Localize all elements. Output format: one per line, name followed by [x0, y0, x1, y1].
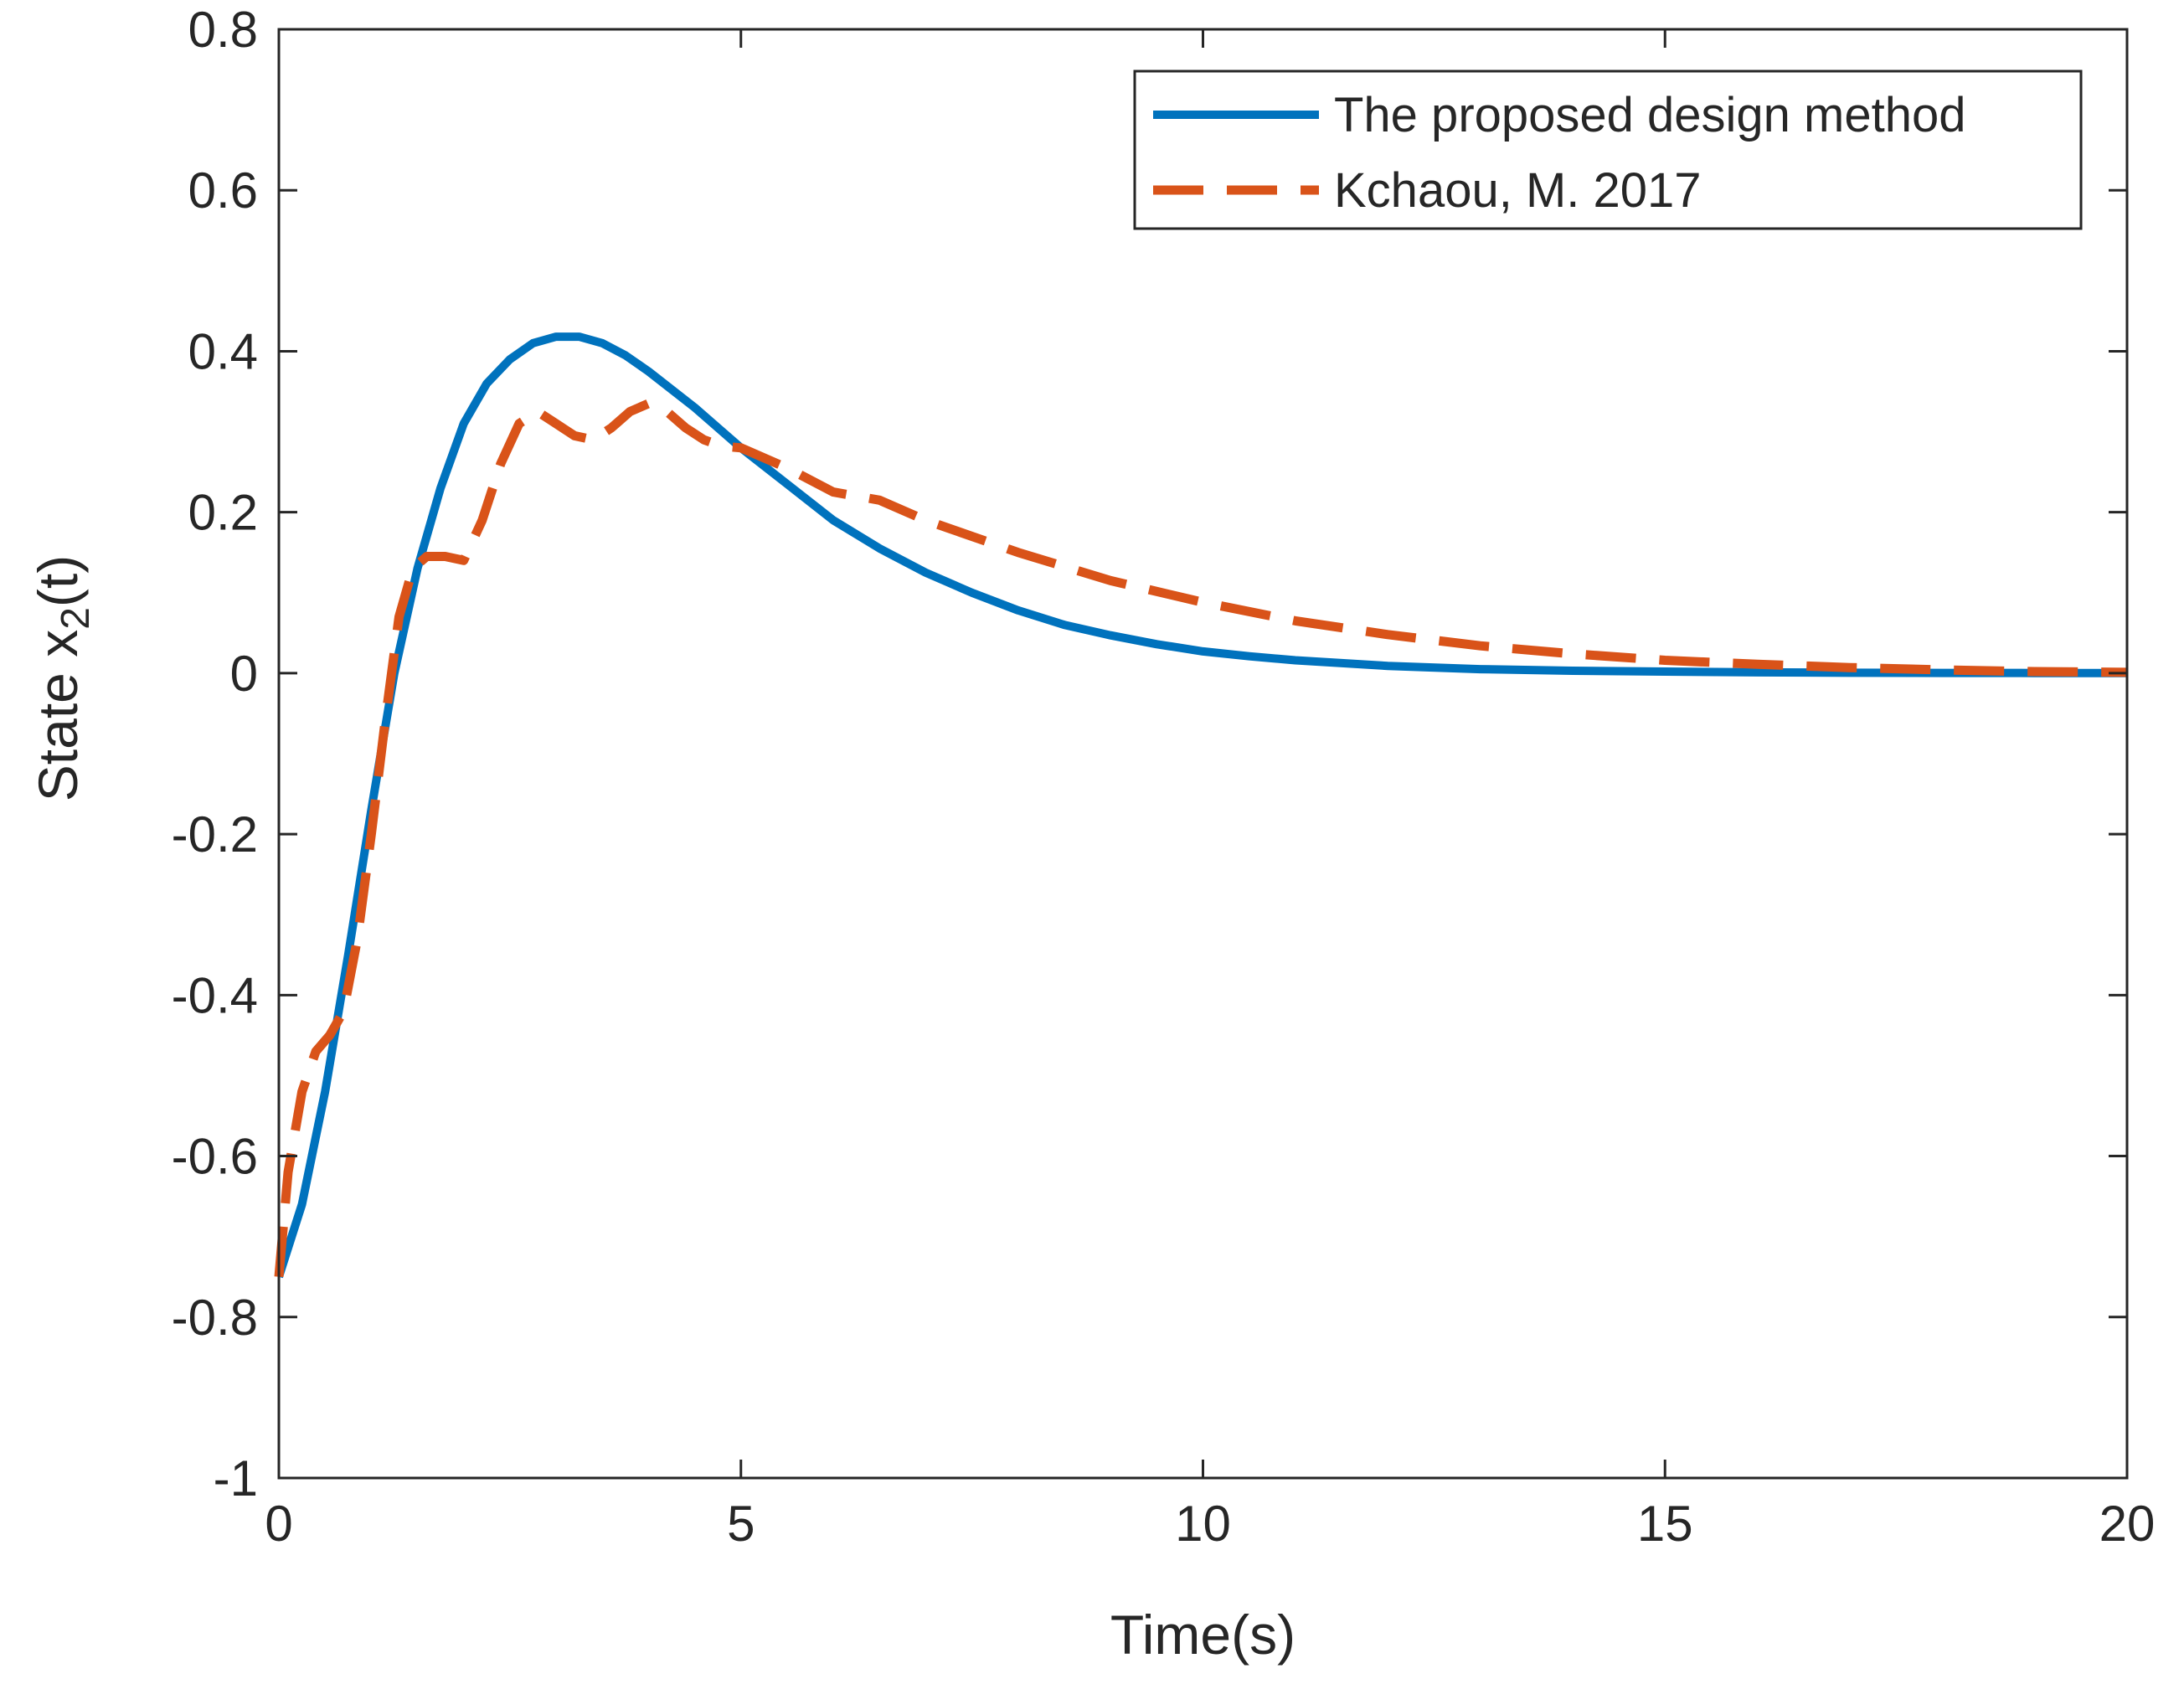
- plot-series-group: [274, 332, 2128, 1279]
- y-axis-label: State x2(t): [27, 555, 98, 801]
- y-tick-label: 0: [230, 646, 258, 702]
- y-tick-label: -0.6: [172, 1129, 258, 1185]
- y-tick-label: -0.2: [172, 806, 258, 863]
- y-axis-label-suffix: (t): [27, 555, 89, 607]
- legend-box: [1133, 70, 2083, 230]
- y-tick-label: -1: [214, 1450, 258, 1506]
- x-axis-label: Time(s): [1110, 1604, 1295, 1666]
- y-tick-label: 0.6: [188, 162, 258, 219]
- x-tick-label: 15: [1637, 1496, 1693, 1552]
- legend-label-kchaou: Kchaou, M. 2017: [1334, 163, 1702, 218]
- x-tick-label: 0: [265, 1496, 292, 1552]
- y-tick-label: -0.8: [172, 1290, 258, 1346]
- x-tick-label: 20: [2099, 1496, 2156, 1552]
- y-tick-label: 0.2: [188, 485, 258, 541]
- series-line-kchaou: [274, 399, 2128, 1278]
- y-axis-label-main: State x: [27, 630, 89, 801]
- tick-group: [277, 28, 2129, 1480]
- tick-label-group: 0 5 10 15 20 -1 -0.8 -0.6 -0.4 -0.2 0 0.2 0.4 0.6 0.8: [172, 2, 2156, 1552]
- y-tick-label: 0.8: [188, 2, 258, 58]
- x-tick-label: 10: [1175, 1496, 1231, 1552]
- y-tick-label: -0.4: [172, 967, 258, 1023]
- y-axis-label-subscript: 2: [54, 607, 98, 630]
- legend-label-proposed: The proposed design method: [1334, 88, 1966, 142]
- x-tick-label: 5: [727, 1496, 755, 1552]
- legend: The proposed design method Kchaou, M. 20…: [1133, 70, 2083, 230]
- y-tick-label: 0.4: [188, 323, 258, 379]
- series-line-proposed: [275, 332, 2128, 1279]
